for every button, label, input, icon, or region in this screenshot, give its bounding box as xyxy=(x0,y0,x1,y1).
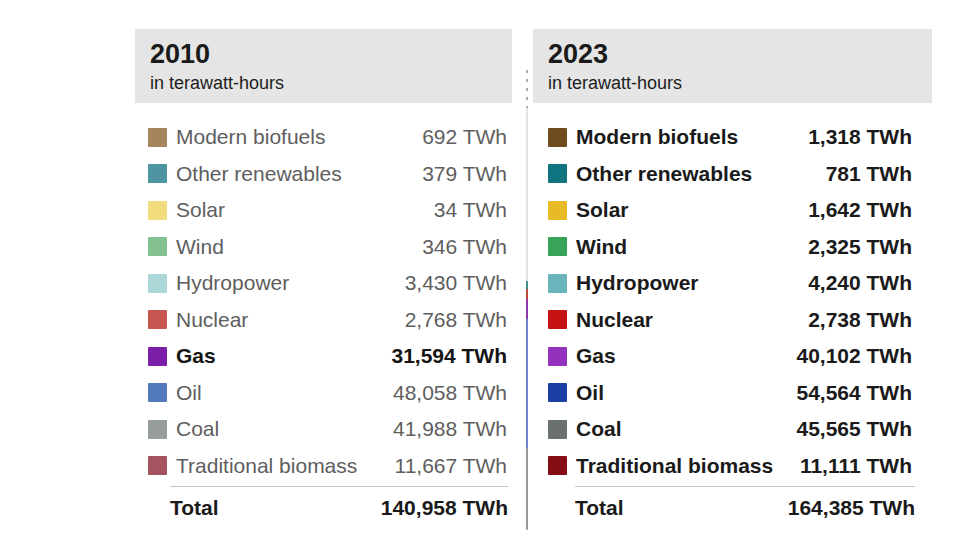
legend-row-coal: Coal 45,565 TWh xyxy=(533,411,932,448)
row-value: 2,768 TWh xyxy=(405,308,507,332)
total-value: 164,385 TWh xyxy=(788,496,915,520)
legend-list-2023: Modern biofuels 1,318 TWh Other renewabl… xyxy=(533,119,932,484)
row-label: Gas xyxy=(176,344,391,368)
stacked-bar-sliver xyxy=(526,108,528,530)
row-label: Solar xyxy=(176,198,434,222)
panel-2023-subtitle: in terawatt-hours xyxy=(548,72,916,94)
row-value: 45,565 TWh xyxy=(796,417,912,441)
row-value: 54,564 TWh xyxy=(796,381,912,405)
row-label: Modern biofuels xyxy=(576,125,808,149)
row-value: 34 TWh xyxy=(434,198,507,222)
row-label: Other renewables xyxy=(176,162,422,186)
swatch-solar-icon xyxy=(548,201,567,220)
swatch-solar-icon xyxy=(148,201,167,220)
row-value: 31,594 TWh xyxy=(391,344,507,368)
row-value: 781 TWh xyxy=(826,162,912,186)
row-value: 3,430 TWh xyxy=(405,271,507,295)
row-label: Oil xyxy=(576,381,796,405)
total-label: Total xyxy=(575,496,624,520)
panel-2010-header: 2010 in terawatt-hours xyxy=(135,29,512,103)
swatch-oil-icon xyxy=(148,383,167,402)
panel-2023-header: 2023 in terawatt-hours xyxy=(533,29,932,103)
row-value: 1,642 TWh xyxy=(808,198,912,222)
row-label: Coal xyxy=(176,417,393,441)
row-value: 379 TWh xyxy=(422,162,507,186)
legend-row-gas-highlighted: Gas 31,594 TWh xyxy=(135,338,512,375)
panel-2010: 2010 in terawatt-hours Modern biofuels 6… xyxy=(135,29,512,520)
swatch-traditional-biomass-icon xyxy=(548,456,567,475)
row-label: Coal xyxy=(576,417,796,441)
legend-row-coal: Coal 41,988 TWh xyxy=(135,411,512,448)
legend-row-hydropower: Hydropower 4,240 TWh xyxy=(533,265,932,302)
legend-row-gas: Gas 40,102 TWh xyxy=(533,338,932,375)
row-label: Traditional biomass xyxy=(576,454,800,478)
legend-row-nuclear: Nuclear 2,738 TWh xyxy=(533,302,932,339)
row-value: 2,325 TWh xyxy=(808,235,912,259)
total-row-2010: Total 140,958 TWh xyxy=(170,486,508,520)
total-row-2023: Total 164,385 TWh xyxy=(575,486,915,520)
legend-row-solar: Solar 34 TWh xyxy=(135,192,512,229)
swatch-coal-icon xyxy=(148,420,167,439)
swatch-gas-icon xyxy=(148,347,167,366)
legend-row-modern-biofuels: Modern biofuels 1,318 TWh xyxy=(533,119,932,156)
row-value: 48,058 TWh xyxy=(393,381,507,405)
legend-row-other-renewables: Other renewables 379 TWh xyxy=(135,156,512,193)
row-value: 2,738 TWh xyxy=(808,308,912,332)
legend-row-traditional-biomass: Traditional biomass 11,667 TWh xyxy=(135,448,512,485)
row-label: Modern biofuels xyxy=(176,125,422,149)
row-label: Solar xyxy=(576,198,808,222)
row-label: Wind xyxy=(176,235,422,259)
legend-row-solar: Solar 1,642 TWh xyxy=(533,192,932,229)
swatch-wind-icon xyxy=(148,237,167,256)
row-label: Oil xyxy=(176,381,393,405)
legend-row-wind: Wind 346 TWh xyxy=(135,229,512,266)
row-value: 692 TWh xyxy=(422,125,507,149)
row-label: Wind xyxy=(576,235,808,259)
swatch-hydropower-icon xyxy=(148,274,167,293)
row-value: 11,111 TWh xyxy=(800,454,912,478)
row-label: Nuclear xyxy=(576,308,808,332)
legend-row-wind: Wind 2,325 TWh xyxy=(533,229,932,266)
swatch-traditional-biomass-icon xyxy=(148,456,167,475)
swatch-other-renewables-icon xyxy=(548,164,567,183)
swatch-hydropower-icon xyxy=(548,274,567,293)
panel-2010-title: 2010 xyxy=(150,39,496,70)
panel-2023-title: 2023 xyxy=(548,39,916,70)
panel-2010-subtitle: in terawatt-hours xyxy=(150,72,496,94)
total-label: Total xyxy=(170,496,219,520)
swatch-modern-biofuels-icon xyxy=(148,128,167,147)
row-label: Nuclear xyxy=(176,308,405,332)
swatch-wind-icon xyxy=(548,237,567,256)
row-value: 11,667 TWh xyxy=(395,454,507,478)
legend-row-modern-biofuels: Modern biofuels 692 TWh xyxy=(135,119,512,156)
row-value: 1,318 TWh xyxy=(808,125,912,149)
row-label: Traditional biomass xyxy=(176,454,395,478)
swatch-nuclear-icon xyxy=(148,310,167,329)
swatch-oil-icon xyxy=(548,383,567,402)
legend-row-nuclear: Nuclear 2,768 TWh xyxy=(135,302,512,339)
swatch-other-renewables-icon xyxy=(148,164,167,183)
swatch-coal-icon xyxy=(548,420,567,439)
row-value: 346 TWh xyxy=(422,235,507,259)
row-label: Other renewables xyxy=(576,162,826,186)
legend-row-traditional-biomass: Traditional biomass 11,111 TWh xyxy=(533,448,932,485)
panel-divider-dotted-line xyxy=(526,70,528,108)
total-value: 140,958 TWh xyxy=(381,496,508,520)
row-label: Hydropower xyxy=(576,271,808,295)
legend-row-other-renewables: Other renewables 781 TWh xyxy=(533,156,932,193)
panel-2023: 2023 in terawatt-hours Modern biofuels 1… xyxy=(533,29,932,520)
row-value: 41,988 TWh xyxy=(393,417,507,441)
legend-row-hydropower: Hydropower 3,430 TWh xyxy=(135,265,512,302)
row-value: 40,102 TWh xyxy=(796,344,912,368)
row-value: 4,240 TWh xyxy=(808,271,912,295)
swatch-gas-icon xyxy=(548,347,567,366)
legend-row-oil: Oil 48,058 TWh xyxy=(135,375,512,412)
swatch-nuclear-icon xyxy=(548,310,567,329)
legend-row-oil: Oil 54,564 TWh xyxy=(533,375,932,412)
row-label: Hydropower xyxy=(176,271,405,295)
swatch-modern-biofuels-icon xyxy=(548,128,567,147)
row-label: Gas xyxy=(576,344,796,368)
legend-list-2010: Modern biofuels 692 TWh Other renewables… xyxy=(135,119,512,484)
